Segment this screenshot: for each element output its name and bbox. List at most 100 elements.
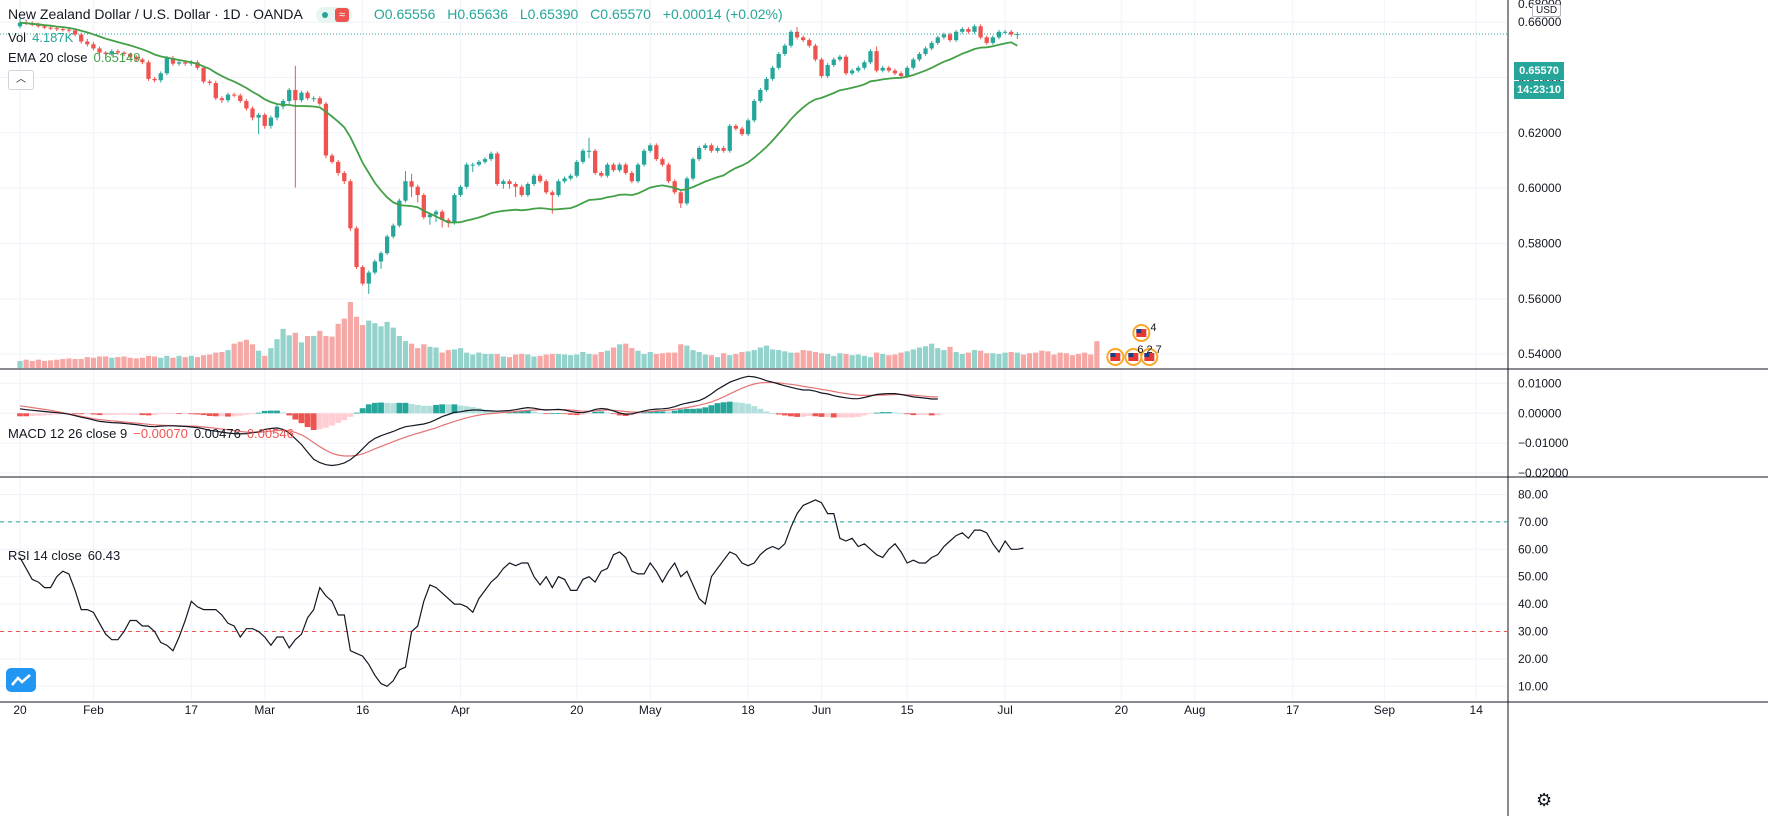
volume-bar: [152, 356, 158, 368]
ema-legend[interactable]: EMA 20 close 0.65149: [8, 50, 141, 65]
us-event-marker-icon[interactable]: [1140, 348, 1159, 366]
volume-bar: [506, 357, 513, 368]
macd-histogram-bar: [133, 413, 140, 415]
candle-body: [678, 192, 683, 204]
volume-bar: [219, 351, 225, 368]
currency-button[interactable]: USD: [1532, 4, 1562, 17]
macd-histogram-bar: [555, 412, 562, 414]
macd-histogram-bar: [757, 408, 764, 414]
time-tick-label: 17: [1286, 703, 1300, 717]
volume-bar: [806, 350, 812, 368]
candle-body: [176, 62, 182, 64]
candle-body: [287, 89, 292, 101]
volume-legend[interactable]: Vol 4.187K: [8, 30, 73, 45]
candle-body: [440, 211, 445, 220]
volume-bar: [965, 352, 971, 368]
volume-bar: [482, 353, 488, 368]
candle-body: [758, 89, 763, 101]
volume-bar: [757, 347, 763, 368]
candle: [366, 270, 371, 294]
macd-histogram-bar: [365, 404, 372, 414]
volume-bar: [665, 352, 672, 368]
symbol-legend[interactable]: New Zealand Dollar / U.S. Dollar · 1D · …: [8, 6, 791, 24]
volume-bar: [470, 354, 476, 368]
macd-histogram-bar: [518, 410, 525, 414]
macd-histogram-bar: [267, 410, 274, 414]
candle-body: [599, 172, 604, 176]
candle-body: [421, 195, 426, 218]
candle-body: [415, 186, 420, 196]
candle: [85, 38, 90, 47]
macd-histogram-bar: [604, 412, 611, 414]
rsi-pane: [0, 499, 1507, 688]
collapse-legend-button[interactable]: ︿: [8, 70, 34, 90]
volume-bar: [702, 354, 708, 368]
tradingview-logo-icon[interactable]: [6, 668, 36, 692]
volume-bar: [323, 335, 329, 368]
macd-histogram-bar: [427, 405, 433, 414]
macd-histogram-bar: [836, 413, 843, 418]
candle-body: [238, 95, 243, 101]
macd-histogram-bar: [151, 413, 158, 416]
candle-body: [690, 159, 696, 179]
volume-bar: [286, 335, 292, 368]
volume-bar: [402, 341, 409, 368]
us-event-marker-icon[interactable]: [1132, 324, 1151, 342]
market-status-pill[interactable]: ≈: [315, 7, 352, 24]
volume-bar: [41, 360, 48, 368]
volume-bar: [647, 351, 653, 368]
candle: [305, 90, 310, 101]
candle: [458, 184, 463, 198]
symbol-title[interactable]: New Zealand Dollar / U.S. Dollar · 1D · …: [8, 6, 303, 22]
macd-histogram-bar: [898, 413, 904, 415]
macd-histogram-bar: [359, 408, 366, 414]
volume-bar: [953, 351, 959, 368]
time-tick-label: 20: [1115, 703, 1129, 717]
candle: [372, 259, 378, 275]
candle: [342, 170, 347, 184]
candle-body: [305, 92, 310, 99]
candle: [923, 46, 928, 56]
macd-legend[interactable]: MACD 12 26 close 9 −0.00070 0.00476 0.00546: [8, 426, 294, 441]
candle: [488, 151, 494, 162]
candle: [109, 49, 114, 56]
candle-body: [372, 261, 378, 273]
candle-body: [709, 145, 714, 151]
chart-settings-gear-icon[interactable]: ⚙: [1536, 790, 1553, 810]
candle-body: [513, 184, 518, 187]
nz-event-marker-icon[interactable]: [1106, 348, 1125, 366]
candle: [892, 68, 898, 76]
macd-histogram-bar: [96, 413, 103, 416]
volume-bar: [188, 355, 194, 368]
candle-body: [507, 181, 512, 184]
rsi-legend[interactable]: RSI 14 close 60.43: [8, 548, 120, 563]
macd-histogram-bar: [879, 412, 886, 414]
candle: [378, 251, 384, 269]
candle-body: [79, 34, 84, 42]
candle: [531, 173, 537, 186]
candle: [501, 179, 506, 189]
volume-bar: [194, 357, 201, 368]
candle-body: [849, 70, 855, 74]
candle: [745, 118, 751, 137]
candle: [568, 173, 573, 181]
volume-bar: [439, 352, 445, 368]
macd-histogram-bar: [482, 409, 488, 414]
candle-body: [446, 219, 451, 223]
volume-bar: [916, 347, 923, 368]
price-tick-label: 0.54000: [1518, 347, 1562, 361]
macd-histogram-bar: [647, 411, 654, 414]
macd-histogram-bar: [512, 411, 519, 414]
candle: [825, 63, 830, 79]
candle-body: [978, 26, 983, 38]
macd-histogram-bar: [665, 411, 672, 414]
volume-bar: [47, 360, 54, 368]
candle-body: [1002, 31, 1008, 33]
us-event-marker-icon-canton: [1128, 353, 1134, 357]
time-tick-label: Apr: [451, 703, 470, 717]
macd-histogram-bar: [824, 413, 831, 417]
candle-body: [947, 34, 953, 41]
macd-histogram-bar: [212, 413, 219, 417]
volume-bar: [867, 357, 874, 368]
